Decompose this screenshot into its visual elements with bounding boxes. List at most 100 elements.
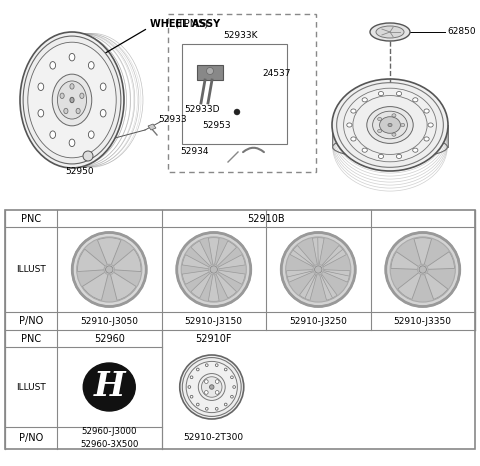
Ellipse shape bbox=[392, 133, 396, 136]
Wedge shape bbox=[312, 238, 319, 266]
Ellipse shape bbox=[378, 130, 382, 132]
Circle shape bbox=[209, 264, 219, 274]
Ellipse shape bbox=[370, 23, 410, 41]
Wedge shape bbox=[321, 249, 347, 268]
Ellipse shape bbox=[388, 123, 392, 127]
Ellipse shape bbox=[38, 83, 44, 90]
Text: ILLUST: ILLUST bbox=[16, 265, 46, 274]
Circle shape bbox=[216, 391, 219, 394]
Wedge shape bbox=[77, 270, 106, 272]
Ellipse shape bbox=[351, 137, 356, 141]
Wedge shape bbox=[182, 270, 210, 284]
Ellipse shape bbox=[413, 148, 418, 152]
Ellipse shape bbox=[332, 79, 448, 171]
Circle shape bbox=[181, 237, 246, 302]
Wedge shape bbox=[287, 270, 315, 277]
Wedge shape bbox=[300, 273, 317, 298]
Wedge shape bbox=[293, 246, 316, 267]
Ellipse shape bbox=[100, 110, 106, 117]
Circle shape bbox=[313, 264, 324, 274]
Text: PNC: PNC bbox=[21, 334, 41, 343]
Wedge shape bbox=[216, 241, 237, 267]
Bar bbox=[5, 210, 475, 449]
Circle shape bbox=[204, 380, 208, 384]
Wedge shape bbox=[191, 272, 212, 298]
Text: 52960: 52960 bbox=[94, 334, 125, 343]
Ellipse shape bbox=[380, 116, 400, 133]
Wedge shape bbox=[321, 246, 343, 267]
Circle shape bbox=[106, 266, 113, 273]
Circle shape bbox=[216, 380, 219, 384]
Ellipse shape bbox=[38, 110, 44, 117]
Circle shape bbox=[216, 407, 218, 410]
Wedge shape bbox=[191, 241, 212, 267]
Ellipse shape bbox=[88, 62, 94, 69]
Ellipse shape bbox=[396, 154, 402, 158]
Text: 52910-J3150: 52910-J3150 bbox=[185, 316, 243, 325]
Circle shape bbox=[177, 233, 251, 307]
Circle shape bbox=[188, 386, 191, 388]
Wedge shape bbox=[217, 255, 245, 269]
Circle shape bbox=[202, 377, 222, 397]
Circle shape bbox=[205, 407, 208, 410]
Ellipse shape bbox=[52, 74, 92, 126]
Circle shape bbox=[182, 357, 241, 417]
Bar bbox=[168, 14, 316, 172]
Text: ILLUST: ILLUST bbox=[16, 383, 46, 391]
Wedge shape bbox=[426, 252, 455, 269]
Ellipse shape bbox=[396, 91, 402, 96]
Ellipse shape bbox=[70, 97, 74, 103]
Ellipse shape bbox=[401, 123, 405, 127]
Text: 52953: 52953 bbox=[202, 122, 230, 130]
Ellipse shape bbox=[413, 98, 418, 102]
Wedge shape bbox=[304, 273, 317, 300]
Circle shape bbox=[224, 403, 227, 406]
Ellipse shape bbox=[64, 108, 68, 114]
Text: 52960-J3000
52960-3X500: 52960-J3000 52960-3X500 bbox=[80, 427, 138, 449]
Circle shape bbox=[198, 374, 225, 400]
Ellipse shape bbox=[88, 131, 94, 138]
Ellipse shape bbox=[80, 93, 84, 98]
Ellipse shape bbox=[83, 363, 135, 411]
Circle shape bbox=[190, 395, 193, 398]
Text: WHEEL ASSY: WHEEL ASSY bbox=[150, 19, 220, 29]
Polygon shape bbox=[148, 124, 156, 130]
Circle shape bbox=[418, 264, 428, 274]
Ellipse shape bbox=[347, 123, 352, 127]
Ellipse shape bbox=[69, 139, 75, 147]
Text: P/NO: P/NO bbox=[19, 316, 43, 326]
Circle shape bbox=[209, 385, 214, 389]
Wedge shape bbox=[319, 273, 333, 300]
Wedge shape bbox=[182, 255, 210, 269]
Text: 52910F: 52910F bbox=[195, 334, 232, 343]
Circle shape bbox=[314, 266, 322, 273]
Ellipse shape bbox=[23, 36, 121, 164]
Ellipse shape bbox=[378, 117, 382, 121]
Wedge shape bbox=[322, 270, 349, 282]
Circle shape bbox=[281, 233, 355, 307]
Ellipse shape bbox=[70, 84, 74, 89]
Text: (TPMS): (TPMS) bbox=[174, 19, 208, 29]
Wedge shape bbox=[397, 272, 421, 300]
Ellipse shape bbox=[50, 131, 56, 138]
Ellipse shape bbox=[69, 54, 75, 61]
Ellipse shape bbox=[378, 154, 384, 158]
Polygon shape bbox=[197, 65, 223, 80]
Wedge shape bbox=[290, 249, 315, 268]
Wedge shape bbox=[97, 238, 121, 266]
Ellipse shape bbox=[344, 88, 436, 162]
Text: 52910-J3350: 52910-J3350 bbox=[394, 316, 452, 325]
Circle shape bbox=[180, 355, 244, 419]
Ellipse shape bbox=[376, 26, 404, 38]
Wedge shape bbox=[208, 238, 219, 266]
Ellipse shape bbox=[28, 42, 116, 158]
Ellipse shape bbox=[362, 148, 367, 152]
Circle shape bbox=[233, 386, 236, 388]
Wedge shape bbox=[77, 249, 107, 272]
Wedge shape bbox=[287, 270, 315, 282]
Circle shape bbox=[419, 266, 426, 273]
Wedge shape bbox=[322, 270, 350, 277]
Text: 52910B: 52910B bbox=[247, 213, 285, 224]
Ellipse shape bbox=[392, 114, 396, 117]
Wedge shape bbox=[112, 249, 134, 267]
